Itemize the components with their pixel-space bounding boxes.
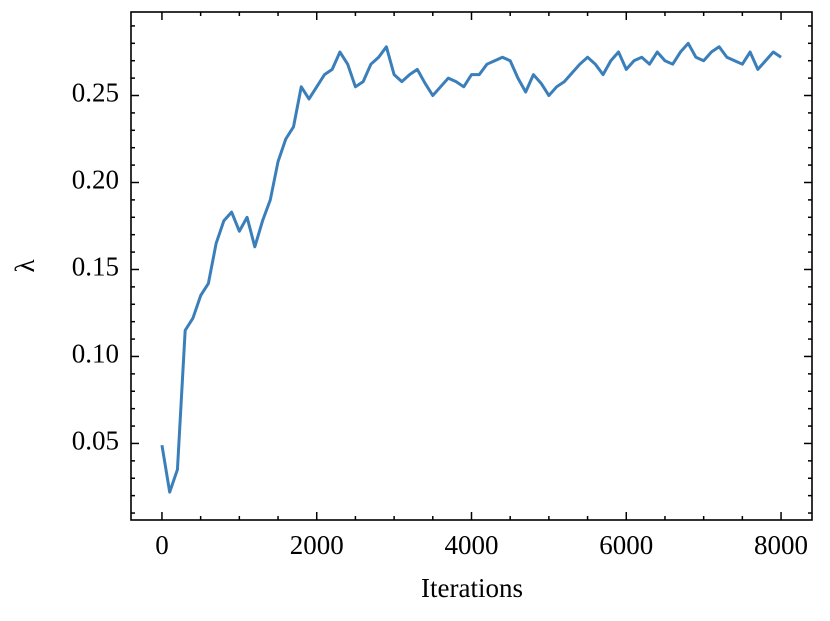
data-line — [160, 41, 782, 494]
x-tick-label: 0 — [155, 530, 169, 560]
y-axis-label: λ — [10, 259, 40, 272]
y-tick-label: 0.25 — [72, 78, 119, 108]
x-tick-label: 4000 — [445, 530, 499, 560]
x-tick-label: 8000 — [754, 530, 808, 560]
y-tick-label: 0.10 — [72, 339, 119, 369]
y-tick-label: 0.15 — [72, 252, 119, 282]
y-tick-label: 0.05 — [72, 426, 119, 456]
x-axis-label: Iterations — [421, 573, 523, 603]
plot-frame — [130, 11, 813, 521]
x-tick-label: 6000 — [599, 530, 653, 560]
x-tick-label: 2000 — [290, 530, 344, 560]
y-tick-label: 0.20 — [72, 165, 119, 195]
